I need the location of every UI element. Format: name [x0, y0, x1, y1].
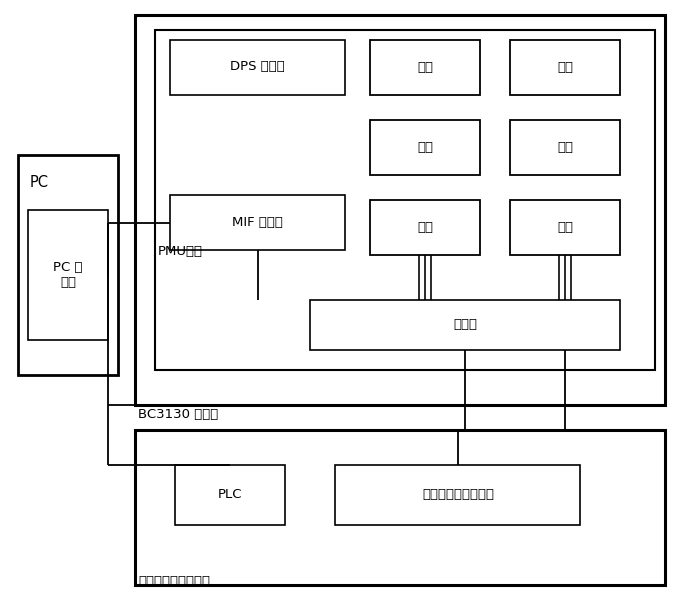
Bar — [18, 155, 118, 375]
Text: 通道: 通道 — [557, 221, 573, 234]
Bar — [135, 15, 665, 405]
Bar — [510, 40, 620, 95]
Bar — [170, 195, 345, 250]
Text: 模块传送系统或卡座: 模块传送系统或卡座 — [138, 575, 210, 588]
Bar — [175, 465, 285, 525]
Bar — [310, 300, 620, 350]
Text: BC3130 测试仪: BC3130 测试仪 — [138, 408, 219, 421]
Bar — [370, 120, 480, 175]
Bar — [370, 40, 480, 95]
Text: PC: PC — [30, 175, 49, 190]
Bar — [170, 40, 345, 95]
Text: 通道: 通道 — [417, 61, 433, 74]
Text: PMU底板: PMU底板 — [158, 245, 203, 258]
Text: 通道: 通道 — [557, 61, 573, 74]
Text: 通道: 通道 — [417, 221, 433, 234]
Text: MIF 接口板: MIF 接口板 — [232, 215, 282, 229]
Bar — [370, 200, 480, 255]
Bar — [28, 210, 108, 340]
Text: 通道: 通道 — [417, 141, 433, 154]
Text: 通道: 通道 — [557, 141, 573, 154]
Bar — [510, 120, 620, 175]
Text: DPS 电流板: DPS 电流板 — [229, 61, 284, 73]
Bar — [335, 465, 580, 525]
Text: 六模块探针台或卡座: 六模块探针台或卡座 — [422, 488, 494, 502]
Bar — [135, 430, 665, 585]
Text: 接口板: 接口板 — [453, 319, 477, 331]
Bar — [510, 200, 620, 255]
Bar — [155, 30, 655, 370]
Text: PC 接
口板: PC 接 口板 — [53, 261, 83, 289]
Text: PLC: PLC — [218, 488, 242, 502]
